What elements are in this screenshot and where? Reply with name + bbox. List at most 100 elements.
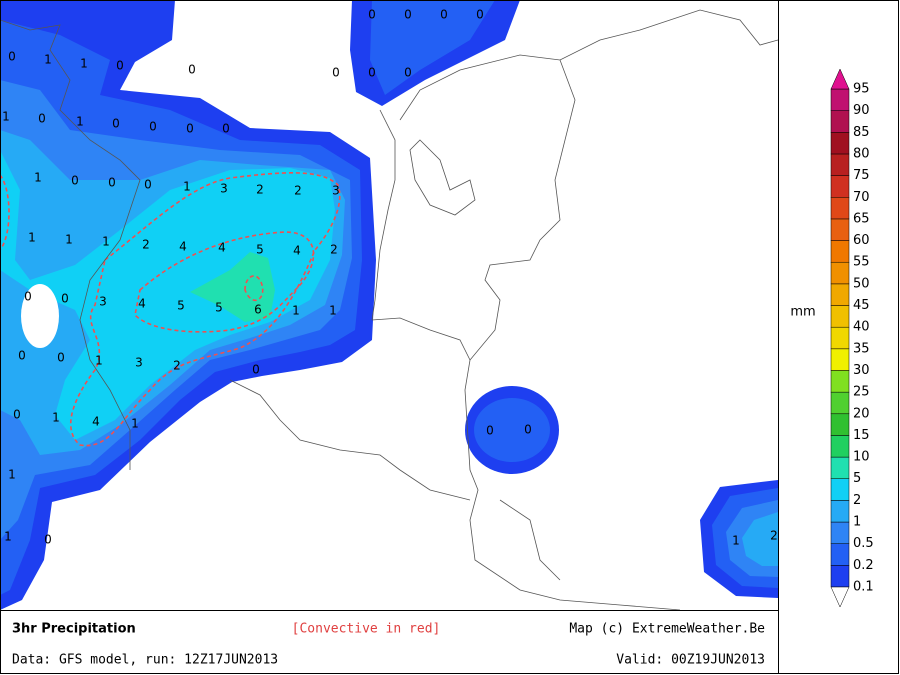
legend-unit: mm [790, 305, 815, 320]
precip-field [0, 0, 778, 610]
contour-label: 1 [34, 171, 42, 185]
contour-label: 2 [256, 183, 264, 197]
colorbar-label: 15 [853, 428, 870, 443]
contour-label: 2 [142, 238, 150, 252]
colorbar-bin [830, 521, 850, 544]
map-title: 3hr Precipitation [12, 622, 136, 637]
contour-label: 0 [44, 533, 52, 547]
colorbar-label: 90 [853, 103, 870, 118]
contour-label: 0 [24, 290, 32, 304]
colorbar-label: 25 [853, 385, 870, 400]
valid-time: Valid: 00Z19JUN2013 [616, 653, 765, 668]
colorbar-bin [830, 326, 850, 350]
colorbar-bin [830, 391, 850, 415]
contour-label: 4 [218, 241, 226, 255]
colorbar-bin [830, 261, 850, 285]
data-source: Data: GFS model, run: 12Z17JUN2013 [12, 653, 278, 668]
colorbar-label: 30 [853, 363, 870, 378]
contour-label: 0 [38, 112, 46, 126]
colorbar-bin [830, 456, 850, 479]
colorbar-bin [830, 283, 850, 306]
contour-label: 1 [44, 53, 52, 67]
contour-label: 2 [173, 359, 181, 373]
colorbar-bin [830, 478, 850, 501]
contour-label: 0 [440, 8, 448, 22]
contour-label: 0 [57, 351, 65, 365]
contour-label: 0 [13, 408, 21, 422]
contour-label: 1 [28, 231, 36, 245]
contour-label: 0 [188, 63, 196, 77]
colorbar-label: 40 [853, 320, 870, 335]
colorbar-bin [830, 435, 850, 458]
contour-label: 0 [368, 66, 376, 80]
contour-label: 4 [92, 415, 100, 429]
colorbar-label: 60 [853, 233, 870, 248]
colorbar-label: 0.2 [853, 558, 874, 573]
contour-label: 0 [18, 349, 26, 363]
contour-label: 6 [254, 303, 262, 317]
colorbar-label: 85 [853, 125, 870, 140]
colorbar-bin [830, 305, 850, 328]
colorbar-bin [830, 565, 850, 588]
colorbar-label: 70 [853, 190, 870, 205]
contour-label: 0 [404, 66, 412, 80]
contour-label: 2 [770, 529, 778, 543]
contour-label: 0 [368, 8, 376, 22]
contour-label: 1 [95, 354, 103, 368]
convective-note: [Convective in red] [292, 622, 441, 637]
contour-label: 1 [2, 110, 10, 124]
contour-label: 5 [215, 301, 223, 315]
contour-label: 3 [135, 356, 143, 370]
credit: Map (c) ExtremeWeather.Be [569, 622, 765, 637]
colorbar-label: 20 [853, 406, 870, 421]
contour-label: 2 [294, 184, 302, 198]
contour-label: 0 [332, 66, 340, 80]
contour-label: 1 [329, 304, 337, 318]
colorbar-bin [830, 197, 850, 220]
contour-label: 0 [149, 120, 157, 134]
colorbar-label: 0.1 [853, 580, 874, 595]
borders [0, 9, 779, 611]
colorbar-under [830, 586, 850, 608]
contour-label: 1 [65, 233, 73, 247]
colorbar-bin [830, 218, 850, 241]
colorbar-bin [830, 413, 850, 436]
colorbar-label: 50 [853, 276, 870, 291]
colorbar-label: 95 [853, 82, 870, 97]
contour-label: 0 [116, 59, 124, 73]
colorbar-label: 55 [853, 255, 870, 270]
contour-label: 0 [524, 423, 532, 437]
colorbar-label: 2 [853, 493, 861, 508]
contour-label: 3 [99, 295, 107, 309]
colorbar-bin [830, 500, 850, 523]
colorbar-label: 0.5 [853, 536, 874, 551]
colorbar-bin [830, 132, 850, 155]
contour-label: 1 [52, 411, 60, 425]
contour-label: 0 [476, 8, 484, 22]
contour-label: 1 [292, 304, 300, 318]
contour-label: 0 [404, 8, 412, 22]
contour-label: 1 [8, 468, 16, 482]
contour-label: 0 [144, 178, 152, 192]
legend-frame [778, 0, 899, 674]
contour-label: 3 [220, 182, 228, 196]
contour-label: 5 [177, 299, 185, 313]
contour-label: 1 [732, 534, 740, 548]
contour-label: 4 [138, 297, 146, 311]
contour-label: 0 [8, 50, 16, 64]
colorbar-label: 5 [853, 471, 861, 486]
colorbar-bin [830, 348, 850, 371]
footer-frame [0, 610, 779, 674]
colorbar-bin [830, 370, 850, 393]
colorbar-bin [830, 175, 850, 198]
contour-label: 1 [4, 530, 12, 544]
colorbar-label: 75 [853, 168, 870, 183]
contour-label: 0 [222, 122, 230, 136]
contour-label: 4 [293, 244, 301, 258]
colorbar-label: 65 [853, 211, 870, 226]
contour-label: 1 [131, 417, 139, 431]
colorbar-over [830, 68, 850, 90]
contour-label: 5 [256, 243, 264, 257]
